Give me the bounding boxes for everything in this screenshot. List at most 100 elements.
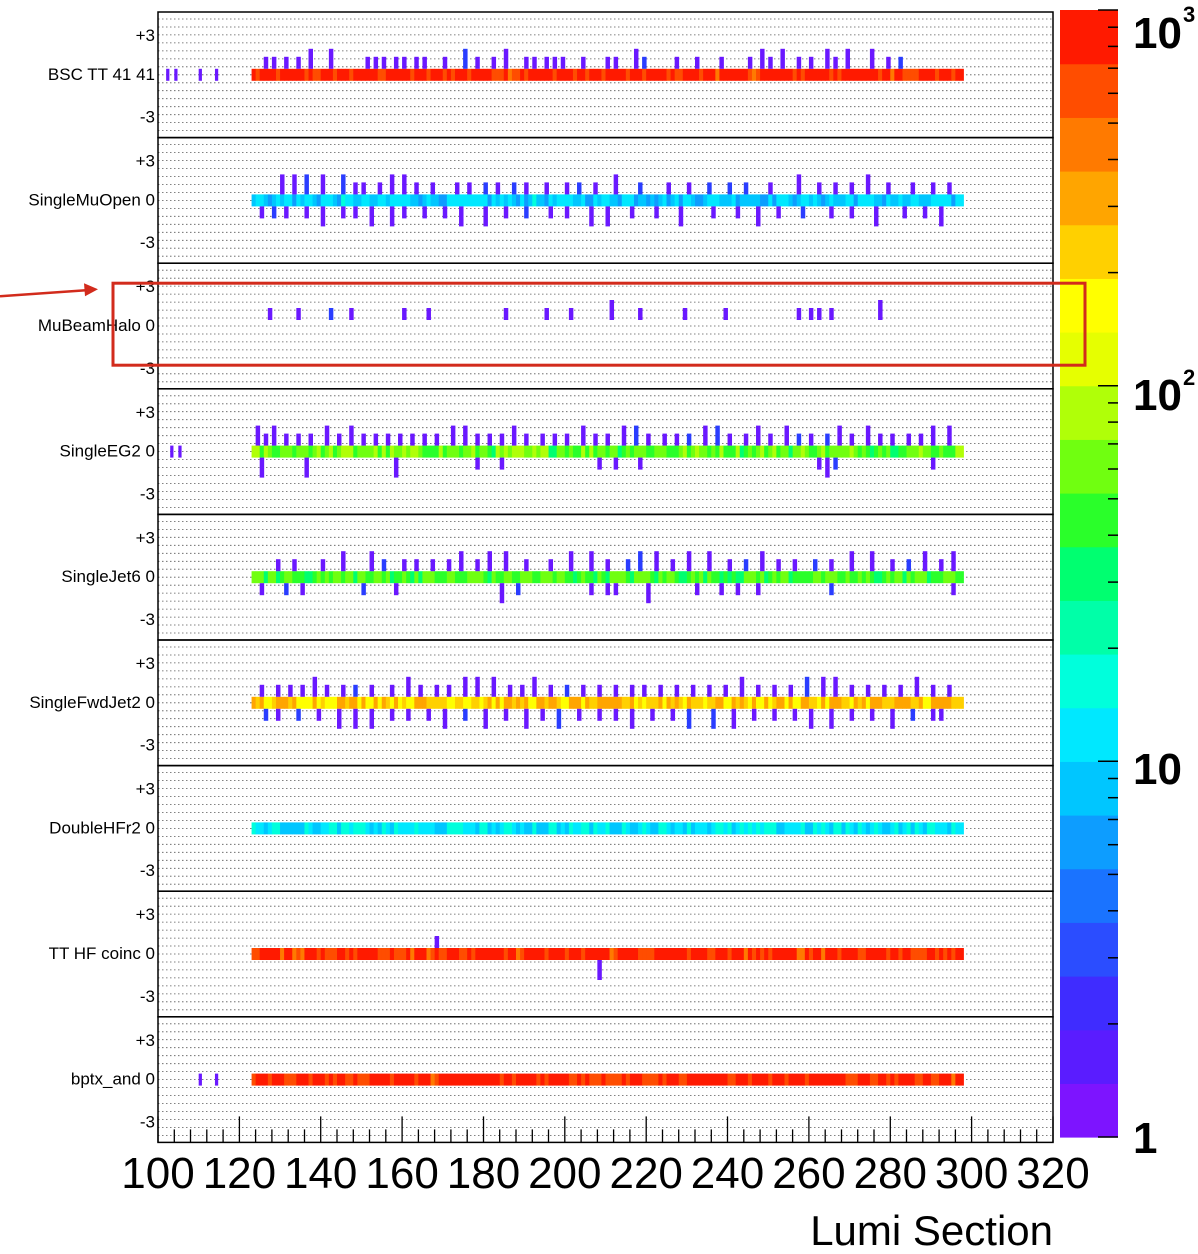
band-cell [516,445,521,458]
upper-mark [369,684,375,697]
band-cell [906,1073,912,1086]
band-cell [711,696,716,709]
band-cell [662,1073,667,1086]
band-cell [597,571,602,584]
band-cell [520,696,525,709]
upper-mark [930,182,936,195]
band-cell [662,822,667,835]
band-cell [878,68,883,81]
band-cell [878,696,883,709]
band-cell [865,822,871,835]
band-cell [642,445,647,458]
upper-mark [638,182,643,195]
band-cell [524,445,529,458]
band-cell [475,571,480,584]
band-cell [324,822,330,835]
upper-mark [548,684,554,697]
upper-mark [825,433,830,446]
band-cell [723,822,728,835]
upper-mark [385,433,391,446]
band-cell [747,696,753,709]
band-cell [369,194,375,207]
band-cell [955,696,960,709]
band-cell [528,571,533,584]
band-cell [633,696,639,709]
band-cell [564,1073,570,1086]
lower-mark [499,583,505,604]
band-cell [902,696,907,709]
lower-mark [284,206,289,219]
band-cell [520,194,525,207]
band-cell [365,822,370,835]
upper-mark [349,425,354,446]
band-cell [857,68,863,81]
band-cell [300,696,305,709]
band-cell [678,68,684,81]
band-cell [833,68,838,81]
band-cell [874,571,879,584]
band-cell [393,445,399,458]
band-cell [308,445,313,458]
band-cell [764,445,769,458]
upper-mark [414,559,419,572]
band-cell [719,696,724,709]
band-cell [398,445,403,458]
band-cell [764,822,769,835]
band-cell [939,822,944,835]
band-cell [572,194,578,207]
band-cell [874,948,879,960]
upper-mark [377,182,383,195]
band-cell [544,822,549,835]
band-cell [833,194,838,207]
band-cell [434,571,440,584]
band-cell [658,194,663,207]
band-cell [788,696,794,709]
band-cell [320,696,326,709]
band-cell [654,696,659,709]
upper-mark [833,676,838,697]
band-cell [853,1073,859,1086]
band-cell [642,194,647,207]
upper-mark [878,433,883,446]
band-cell [381,948,387,960]
band-cell [723,696,728,709]
band-cell [682,68,688,81]
sparse-cell [214,1073,219,1086]
upper-mark [422,433,427,446]
band-cell [308,822,313,835]
band-cell [503,571,509,584]
band-cell [926,1073,932,1086]
band-cell [381,696,387,709]
band-cell [751,571,757,584]
band-cell [617,194,623,207]
upper-mark [544,308,549,320]
band-cell [951,948,956,960]
band-cell [841,948,846,960]
band-cell [605,194,610,207]
band-cell [548,948,554,960]
upper-mark [442,56,448,69]
band-cell [577,194,582,207]
upper-mark [589,551,594,572]
band-cell [434,696,440,709]
band-cell [629,696,635,709]
band-cell [593,696,598,709]
upper-mark [947,182,952,195]
band-cell [357,1073,362,1086]
band-cell [874,445,879,458]
band-cell [910,571,916,584]
band-cell [674,1073,680,1086]
band-cell [882,194,887,207]
band-cell [865,948,871,960]
band-cell [760,822,765,835]
band-cell [869,822,875,835]
band-cell [776,822,781,835]
band-cell [601,571,606,584]
band-cell [430,194,436,207]
band-cell [499,571,505,584]
band-cell [487,68,492,81]
band-cell [719,194,724,207]
band-cell [377,1073,383,1086]
band-cell [865,194,871,207]
band-cell [654,822,659,835]
